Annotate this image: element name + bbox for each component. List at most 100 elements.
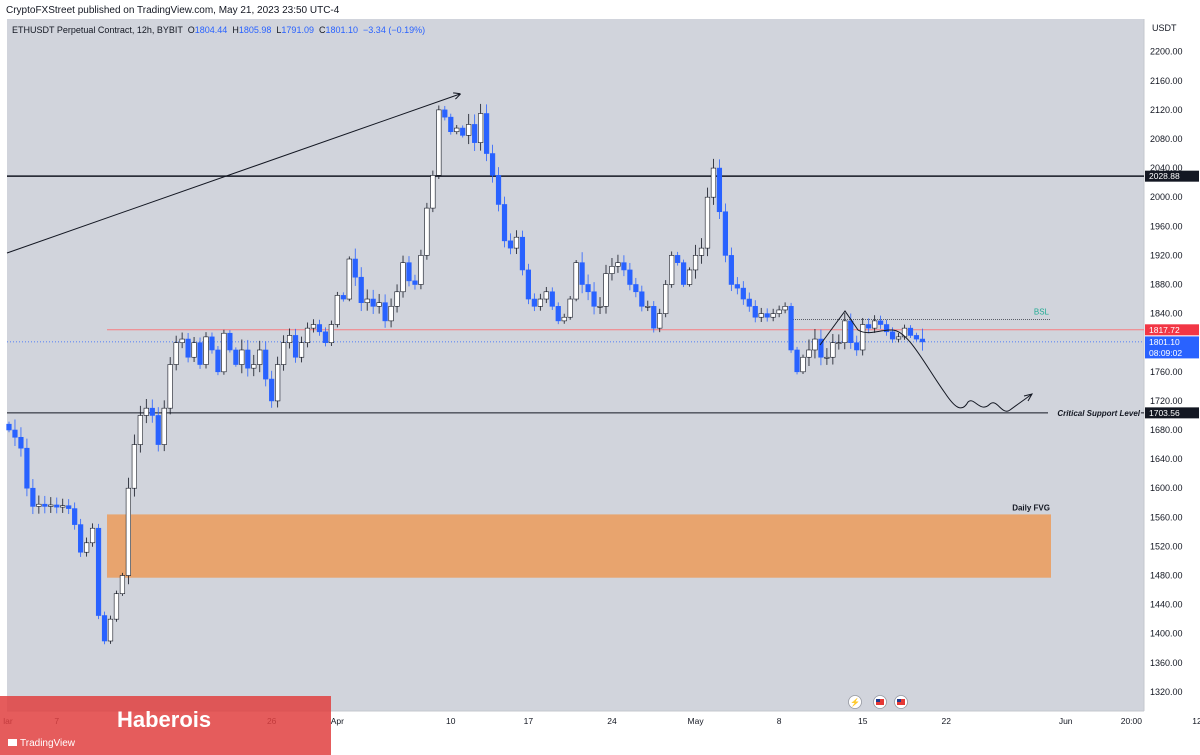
candle-body — [257, 349, 263, 365]
candle-body — [143, 407, 149, 416]
fvg-zone — [107, 514, 1051, 578]
y-tick-label: 1480.00 — [1150, 571, 1183, 581]
x-tick-label: 20:00 — [1121, 716, 1143, 726]
y-tick-label: 1560.00 — [1150, 512, 1183, 522]
candle-body — [621, 262, 627, 271]
candle-body — [561, 316, 567, 322]
candle-body — [854, 342, 860, 351]
candle-body — [495, 175, 502, 205]
low-label: L — [276, 25, 282, 35]
y-tick-label: 1640.00 — [1150, 454, 1183, 464]
candle-body — [913, 335, 920, 340]
candle-body — [125, 487, 131, 576]
candle-body — [663, 284, 669, 314]
candle-body — [848, 320, 854, 343]
candle-body — [66, 505, 72, 509]
candle-body — [364, 298, 370, 303]
y-tick-label: 1680.00 — [1150, 425, 1183, 435]
candle-body — [728, 255, 734, 285]
y-tick-label: 1920.00 — [1150, 250, 1183, 260]
candle-body — [764, 313, 770, 318]
y-tick-label: 1360.00 — [1150, 658, 1183, 668]
price-chart[interactable]: Daily FVG Critical Support Level BSL 1320.0… — [0, 19, 1200, 755]
candle-body — [525, 269, 531, 300]
low-value: 1791.09 — [281, 25, 314, 35]
candle-body — [161, 407, 167, 445]
flag-canton — [897, 699, 901, 702]
tradingview-brand: TradingView — [8, 738, 75, 749]
candle-body — [681, 262, 687, 285]
critical-support-price-text: 1703.56 — [1149, 408, 1180, 418]
candle-body — [30, 487, 36, 507]
candle-body — [227, 332, 233, 351]
candle-body — [615, 262, 621, 267]
critical-support-price-badge — [1145, 407, 1199, 419]
candle-body — [113, 593, 120, 620]
candle-body — [591, 291, 597, 307]
candle-body — [101, 615, 108, 642]
candle-body — [209, 336, 215, 351]
x-tick-label: Jun — [1059, 716, 1073, 726]
candle-body — [78, 524, 84, 553]
candle-body — [645, 306, 651, 308]
y-tick-label: 1840.00 — [1150, 309, 1183, 319]
candle-body — [752, 306, 758, 318]
candle-body — [627, 269, 633, 285]
candle-body — [722, 211, 728, 256]
candle-body — [328, 324, 334, 343]
candle-body — [286, 335, 293, 344]
candle-body — [806, 349, 812, 358]
x-tick-label: 8 — [777, 716, 782, 726]
candle-body — [12, 429, 18, 438]
candle-body — [603, 273, 609, 307]
candle-body — [788, 306, 794, 351]
y-tick-label: 2160.00 — [1150, 76, 1183, 86]
candle-body — [316, 324, 323, 333]
y-tick-label: 1400.00 — [1150, 629, 1183, 639]
x-tick-label: Apr — [331, 716, 344, 726]
candle-body — [185, 338, 191, 358]
candle-body — [448, 116, 454, 133]
lightning-icon — [848, 695, 862, 709]
candle-body — [519, 236, 526, 271]
x-tick-label: 17 — [524, 716, 534, 726]
candle-body — [155, 415, 161, 445]
red-level-price-text: 1817.72 — [1149, 325, 1180, 335]
candle-body — [394, 291, 400, 307]
tradingview-logo-icon — [8, 739, 17, 746]
projection-path — [819, 310, 1033, 412]
candle-body — [131, 444, 137, 489]
candle-body — [322, 331, 329, 343]
x-tick-label: May — [688, 716, 705, 726]
candle-body — [167, 364, 173, 409]
candle-body — [191, 342, 197, 358]
candle-body — [579, 262, 585, 285]
candle-body — [651, 306, 657, 329]
candle-body — [657, 313, 663, 329]
candle-body — [275, 364, 281, 402]
projection-arrowhead — [1023, 393, 1034, 402]
candle-body — [573, 262, 579, 300]
y-tick-label: 2080.00 — [1150, 134, 1183, 144]
candle-body — [824, 356, 830, 359]
lightning-glyph: ⚡ — [850, 697, 860, 707]
open-label: O — [187, 25, 195, 35]
candle-body — [436, 109, 442, 176]
price-axis-background — [1144, 19, 1200, 711]
y-tick-label: 1760.00 — [1150, 367, 1183, 377]
candle-body — [137, 415, 143, 445]
candle-body — [531, 298, 537, 307]
candle-body — [776, 309, 782, 314]
candle-body — [376, 302, 382, 307]
last-price-text: 1801.10 — [1149, 337, 1180, 347]
plot-background — [7, 19, 1144, 711]
candle-body — [472, 124, 478, 143]
candle-body — [245, 349, 251, 369]
resistance-price-text: 2028.88 — [1149, 171, 1180, 181]
candle-body — [358, 276, 364, 303]
close-label: C — [318, 25, 326, 35]
candle-body — [173, 342, 179, 365]
candle-body — [555, 306, 561, 322]
candle-body — [639, 291, 645, 307]
candle-body — [388, 306, 394, 322]
